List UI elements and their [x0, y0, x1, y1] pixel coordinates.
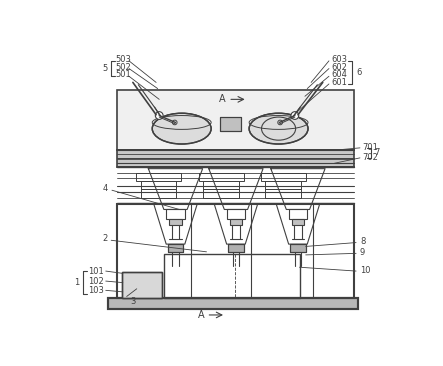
Bar — [265, 189, 301, 198]
Bar — [140, 189, 176, 198]
Ellipse shape — [152, 113, 211, 144]
Text: 701: 701 — [362, 143, 378, 152]
Text: 702: 702 — [362, 153, 378, 163]
Bar — [292, 219, 304, 225]
Bar — [166, 209, 185, 219]
Bar — [122, 272, 162, 298]
Bar — [136, 173, 181, 181]
Bar — [290, 244, 306, 252]
Text: 502: 502 — [116, 63, 131, 71]
Bar — [221, 117, 241, 131]
Bar — [117, 150, 354, 167]
Text: 603: 603 — [331, 55, 347, 64]
Bar — [290, 244, 306, 252]
Bar — [108, 298, 358, 309]
Text: 9: 9 — [360, 248, 365, 257]
Ellipse shape — [155, 112, 163, 119]
Bar — [168, 244, 183, 252]
Text: A: A — [219, 94, 226, 104]
Text: 601: 601 — [331, 78, 347, 87]
Bar — [122, 272, 162, 298]
Text: 10: 10 — [360, 266, 370, 275]
Bar — [140, 181, 176, 189]
Bar — [169, 219, 182, 225]
Text: A: A — [198, 310, 204, 320]
Bar — [261, 173, 306, 181]
Text: 604: 604 — [331, 70, 347, 79]
Bar — [199, 173, 244, 181]
Bar — [289, 209, 307, 219]
Bar — [228, 244, 244, 252]
Bar — [221, 117, 241, 131]
Text: 2: 2 — [102, 234, 107, 243]
Text: 5: 5 — [102, 64, 107, 73]
Bar — [203, 189, 239, 198]
Text: 102: 102 — [89, 277, 104, 285]
Bar — [117, 204, 354, 298]
Bar — [227, 209, 245, 219]
Bar — [118, 91, 353, 149]
Text: 4: 4 — [103, 184, 108, 193]
Bar — [164, 254, 299, 298]
Bar — [117, 90, 354, 150]
Text: 6: 6 — [356, 68, 361, 77]
Bar — [203, 181, 239, 189]
Text: 7: 7 — [375, 148, 380, 157]
Bar — [265, 181, 301, 189]
Bar — [230, 219, 242, 225]
Bar — [168, 244, 183, 252]
Text: 1: 1 — [74, 278, 79, 287]
Text: 8: 8 — [360, 237, 365, 246]
Text: 503: 503 — [116, 55, 131, 64]
Ellipse shape — [291, 112, 299, 119]
Text: 501: 501 — [116, 70, 131, 79]
Text: 101: 101 — [89, 266, 104, 276]
Text: 3: 3 — [130, 297, 136, 306]
Ellipse shape — [249, 113, 308, 144]
Text: 602: 602 — [331, 63, 347, 71]
Text: 103: 103 — [88, 286, 104, 295]
Bar — [108, 298, 358, 309]
Bar — [228, 244, 244, 252]
